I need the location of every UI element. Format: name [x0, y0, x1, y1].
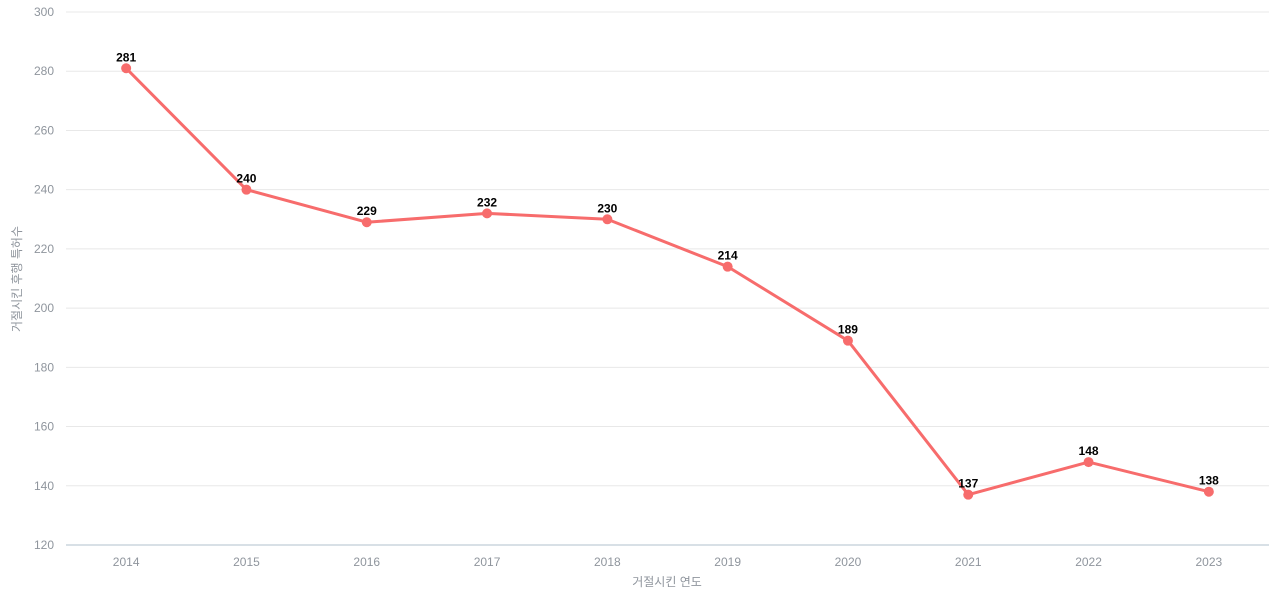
data-line	[124, 66, 1211, 497]
data-point[interactable]	[1083, 457, 1094, 468]
y-tick-label: 220	[34, 242, 54, 256]
x-tick-label: 2022	[1075, 555, 1102, 569]
data-point-label: 189	[838, 323, 858, 337]
data-point[interactable]	[482, 208, 493, 219]
data-point-label: 138	[1199, 474, 1219, 488]
x-tick-label: 2018	[594, 555, 621, 569]
y-tick-label: 280	[34, 64, 54, 78]
x-tick-label: 2021	[955, 555, 982, 569]
data-point[interactable]	[121, 63, 132, 74]
series-layer	[121, 63, 1214, 500]
y-tick-label: 300	[34, 5, 54, 19]
x-axis-title: 거절시킨 연도	[632, 575, 702, 589]
x-tick-label: 2020	[835, 555, 862, 569]
data-point-label: 148	[1079, 444, 1099, 458]
axis-layer: 120 140 160 180 200 220 240 260 280 300 2014 2015 20…	[34, 5, 1269, 569]
x-tick-label: 2016	[353, 555, 380, 569]
data-point[interactable]	[1203, 486, 1214, 497]
data-point-label: 230	[597, 201, 617, 215]
y-tick-label: 160	[34, 420, 54, 434]
y-tick-label: 240	[34, 183, 54, 197]
y-tick-label: 260	[34, 123, 54, 137]
data-point-label: 137	[958, 477, 978, 491]
data-point[interactable]	[722, 261, 733, 272]
data-point-label: 214	[718, 249, 738, 263]
data-point[interactable]	[842, 335, 853, 346]
data-point-label: 281	[116, 50, 136, 64]
data-point-label: 232	[477, 195, 497, 209]
x-tick-label: 2017	[474, 555, 501, 569]
x-tick-label: 2023	[1195, 555, 1222, 569]
data-point[interactable]	[602, 214, 613, 225]
y-axis-title: 거절시킨 후행 특허수	[9, 226, 24, 332]
data-point-label: 229	[357, 204, 377, 218]
y-tick-label: 200	[34, 301, 54, 315]
x-tick-label: 2019	[714, 555, 741, 569]
data-point[interactable]	[963, 489, 974, 500]
x-tick-label: 2015	[233, 555, 260, 569]
data-label-layer: 281 240 229 232 230 214 189 137 148 138	[116, 50, 1219, 490]
data-point-label: 240	[236, 172, 256, 186]
x-tick-label: 2014	[113, 555, 140, 569]
y-tick-label: 180	[34, 360, 54, 374]
y-tick-label: 140	[34, 479, 54, 493]
y-tick-label: 120	[34, 538, 54, 552]
data-point[interactable]	[361, 217, 372, 228]
grid-layer	[66, 11, 1269, 487]
data-point[interactable]	[241, 184, 252, 195]
